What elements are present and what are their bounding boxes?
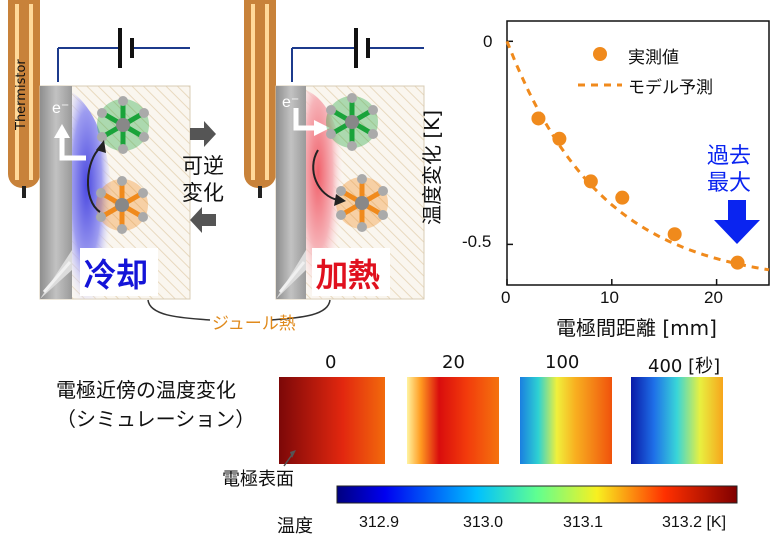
chart-ylabel: 温度変化 [K]	[420, 109, 444, 225]
y-tick-0: 0	[483, 32, 493, 51]
down-arrow-icon	[714, 200, 760, 244]
y-tick-neg05: -0.5	[462, 232, 492, 251]
legend-model-label: モデル予測	[628, 78, 713, 98]
thermistor-probe	[8, 0, 40, 198]
joule-bracket-left	[147, 299, 211, 321]
sim-strip-100	[520, 377, 612, 464]
joule-heat-label: ジュール熱	[212, 314, 296, 334]
molecule-green-right	[326, 93, 378, 151]
electron-label-left: e⁻	[52, 100, 70, 117]
joule-bracket-right	[271, 299, 331, 321]
colorbar-tick-4: 313.2 [K]	[662, 514, 727, 531]
sim-title-line1: 電極近傍の温度変化	[56, 378, 236, 402]
measured-point	[667, 227, 682, 242]
chart-frame	[506, 20, 770, 286]
measured-point	[615, 190, 630, 205]
molecule-orange-left	[96, 176, 148, 234]
colorbar-tick-1: 312.9	[359, 514, 400, 531]
sim-title-line2: （シミュレーション）	[56, 407, 256, 431]
measured-point	[583, 174, 598, 189]
legend-measured-label: 実測値	[628, 48, 679, 68]
x-tick-0: 0	[501, 288, 511, 307]
electrode-surface-label: 電極表面	[222, 469, 294, 490]
sim-time-100: 100	[545, 352, 580, 373]
curved-arrow-right	[312, 149, 339, 201]
cooling-label-box	[80, 248, 158, 296]
sim-time-20: 20	[442, 352, 465, 373]
measured-point	[531, 111, 546, 126]
curved-arrow-left	[86, 147, 101, 213]
colorbar-label: 温度	[277, 516, 313, 537]
colorbar-tick-3: 313.1	[563, 514, 604, 531]
heating-label-box	[312, 248, 390, 296]
cooling-label: 冷却	[84, 256, 149, 294]
molecule-green-left	[97, 96, 149, 154]
heating-label: 加熱	[316, 256, 381, 294]
x-tick-20: 20	[704, 288, 723, 307]
max-annotation: 過去 最大	[707, 144, 752, 196]
reversible-label-1: 可逆	[182, 154, 224, 178]
colorbar-tick-2: 313.0	[463, 514, 504, 531]
sim-time-0: 0	[325, 352, 337, 373]
measured-point	[552, 131, 567, 146]
measured-point	[730, 255, 745, 270]
colorbar	[336, 485, 738, 504]
sim-strip-20	[407, 377, 499, 464]
electron-label-right: e⁻	[282, 94, 300, 111]
chart-xlabel: 電極間距離 [mm]	[556, 316, 717, 340]
molecule-orange-right	[336, 174, 388, 232]
arrow-right-icon	[190, 121, 216, 147]
arrow-left-icon	[190, 207, 216, 233]
sim-strip-400	[631, 377, 723, 464]
thermistor-label: Thermistor	[14, 59, 34, 130]
sim-time-400: 400 [秒]	[648, 356, 721, 377]
sim-strip-0	[279, 377, 385, 464]
chart-plot	[505, 40, 770, 285]
legend-measured-marker	[593, 47, 607, 61]
x-tick-10: 10	[600, 288, 619, 307]
reversible-label-2: 変化	[182, 181, 224, 205]
